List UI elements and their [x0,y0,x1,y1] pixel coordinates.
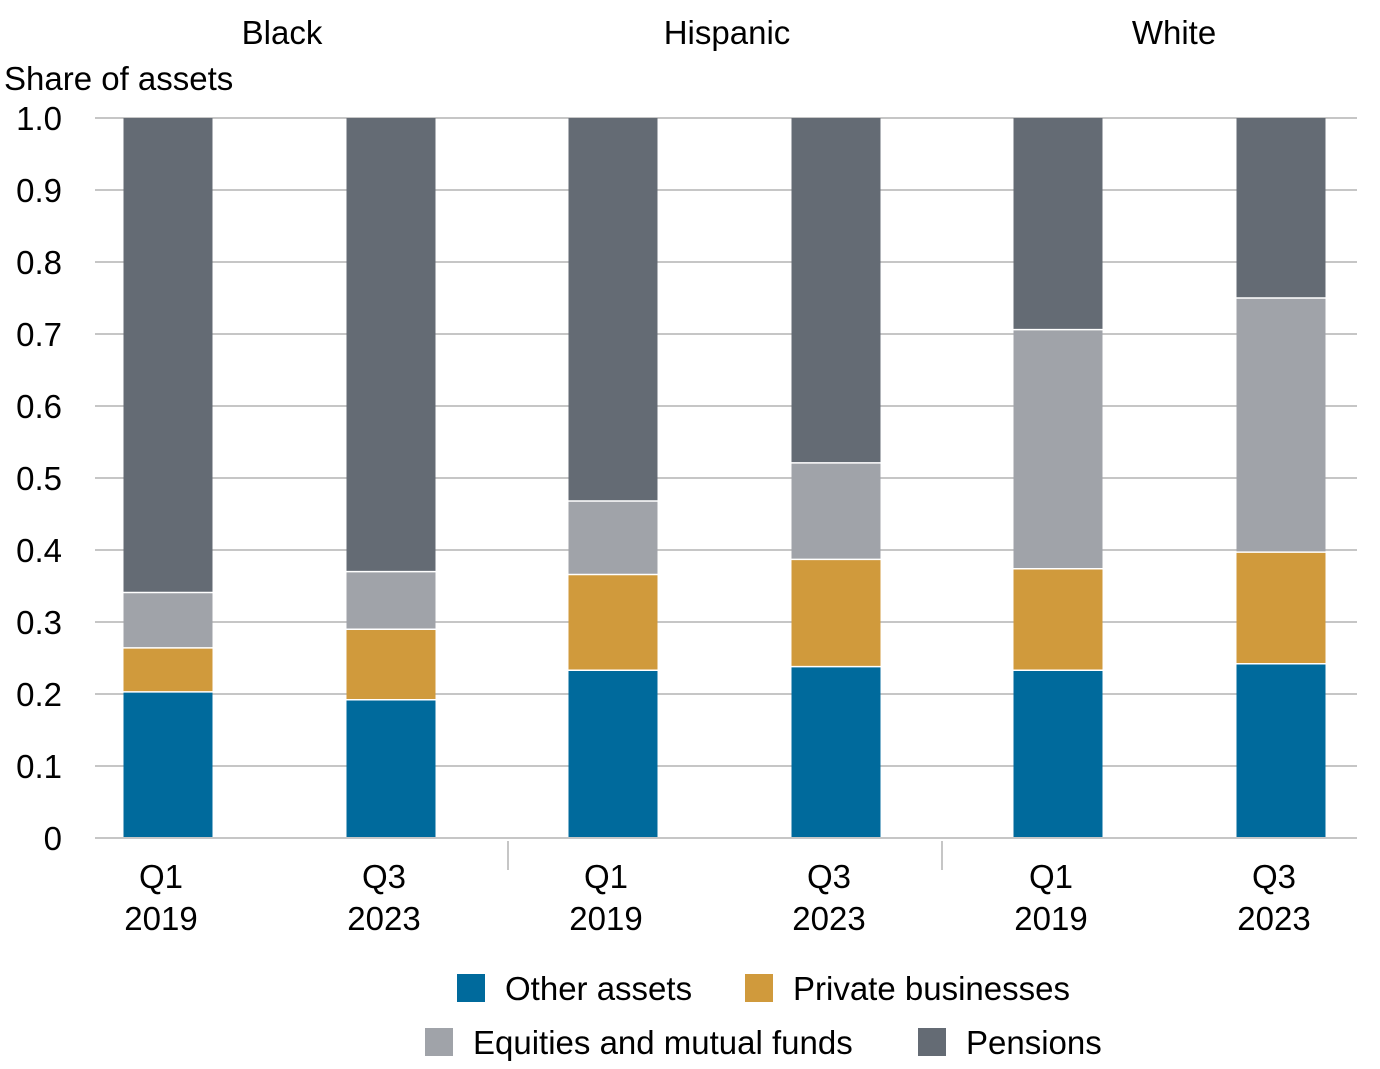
y-tick-label: 0.8 [16,244,62,281]
bar-segment [568,670,658,838]
y-tick-label: 0 [44,820,62,857]
y-tick-label: 0.2 [16,676,62,713]
bar-segment [1013,118,1103,330]
bar-segment [346,118,436,572]
bar-segment [791,462,881,560]
bar-segment [1013,670,1103,838]
bar-segment [1236,552,1326,664]
x-tick-label: 2019 [1014,900,1087,937]
legend-label: Equities and mutual funds [473,1024,853,1061]
x-tick-label: Q1 [139,858,183,895]
bar-segment [346,629,436,700]
y-tick-label: 0.9 [16,172,62,209]
y-tick-label: 0.6 [16,388,62,425]
x-tick-label: Q1 [1029,858,1073,895]
x-tick-label: 2019 [124,900,197,937]
bar-segment [123,691,213,838]
group-label: Black [242,14,323,51]
bar-segment [568,118,658,502]
x-tick-label: 2023 [347,900,420,937]
y-axis-title: Share of assets [4,60,233,97]
bar-segment [791,666,881,838]
x-tick-label: Q3 [1252,858,1296,895]
y-tick-label: 0.1 [16,748,62,785]
x-tick-label: Q1 [584,858,628,895]
x-tick-label: 2023 [1237,900,1310,937]
x-tick-label: 2019 [569,900,642,937]
y-tick-label: 1.0 [16,100,62,137]
legend: Other assets Private businesses Equities a… [425,970,1102,1061]
bars [123,118,1326,838]
y-tick-label: 0.4 [16,532,62,569]
x-tick-label: Q3 [362,858,406,895]
bar-segment [791,559,881,667]
bar-segment [1236,118,1326,298]
legend-swatch [918,1028,946,1056]
bar-segment [1013,568,1103,671]
gridlines [95,117,1357,767]
legend-label: Other assets [505,970,692,1007]
bar-segment [123,647,213,692]
legend-label: Pensions [966,1024,1102,1061]
legend-swatch [457,974,485,1002]
bar-segment [568,501,658,575]
x-tick-label: Q3 [807,858,851,895]
bar-segment [346,699,436,838]
y-tick-label: 0.5 [16,460,62,497]
y-tick-label: 0.3 [16,604,62,641]
group-label: White [1132,14,1216,51]
bar-segment [123,118,213,593]
bar-segment [791,118,881,463]
legend-swatch [425,1028,453,1056]
legend-label: Private businesses [793,970,1070,1007]
legend-swatch [745,974,773,1002]
bar-segment [346,571,436,630]
bar-segment [123,592,213,648]
bar-segment [1236,663,1326,838]
axes: 0 0.1 0.2 0.3 0.4 0.5 0.6 0.7 0.8 0.9 1.0 Black Q1 20… [16,14,1357,937]
y-tick-label: 0.7 [16,316,62,353]
bar-segment [568,574,658,671]
bar-segment [1013,329,1103,569]
group-label: Hispanic [664,14,791,51]
bar-segment [1236,298,1326,553]
x-tick-label: 2023 [792,900,865,937]
